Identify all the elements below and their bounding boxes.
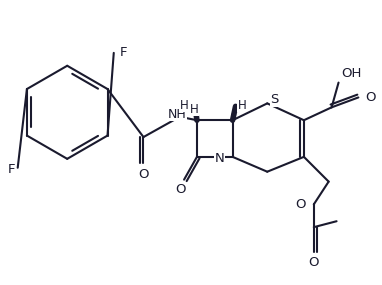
Text: O: O	[175, 183, 185, 196]
Text: S: S	[270, 93, 278, 106]
Text: O: O	[138, 168, 149, 181]
Text: H: H	[180, 99, 189, 112]
Text: H: H	[238, 99, 246, 112]
Text: O: O	[309, 256, 319, 269]
Text: O: O	[295, 198, 306, 211]
Text: F: F	[8, 163, 16, 176]
Text: NH: NH	[168, 108, 186, 121]
Text: N: N	[215, 152, 225, 165]
Text: O: O	[365, 91, 376, 104]
Text: H: H	[189, 103, 198, 116]
Text: F: F	[120, 46, 127, 59]
Text: OH: OH	[342, 67, 362, 80]
